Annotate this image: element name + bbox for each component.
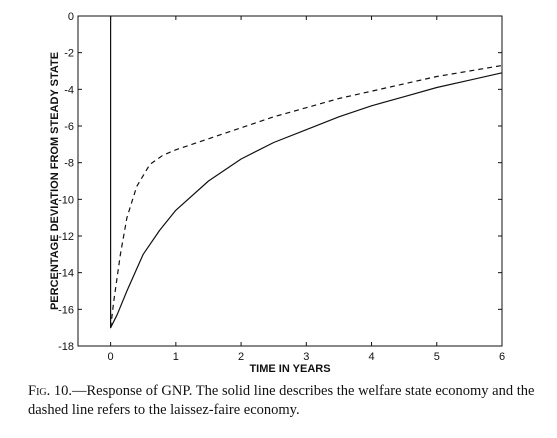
caption-text: —Response of GNP. The solid line describ… — [28, 383, 535, 418]
solid-series-line — [109, 16, 503, 329]
figure-number: Fig. 10. — [28, 383, 72, 399]
y-tick-label: -2 — [64, 48, 74, 60]
y-tick-label: -14 — [58, 268, 74, 280]
x-axis-label: TIME IN YEARS — [249, 363, 330, 375]
x-tick-label: 2 — [238, 351, 244, 363]
x-tick-label: 4 — [368, 351, 374, 363]
x-tick-label: 3 — [303, 351, 309, 363]
y-tick-label: -8 — [64, 158, 74, 170]
y-axis-label: PERCENTAGE DEVIATION FROM STEADY STATE — [49, 52, 61, 310]
y-tick-label: -18 — [58, 341, 74, 353]
y-tick-label: -16 — [58, 304, 74, 316]
plot-frame — [77, 15, 503, 347]
y-tick-label: -6 — [64, 121, 74, 133]
y-tick-label: 0 — [68, 11, 74, 23]
y-tick-label: -4 — [64, 84, 74, 96]
x-tick-label: 1 — [173, 351, 179, 363]
series-layer — [109, 16, 503, 329]
y-tick-label: -12 — [58, 231, 74, 243]
y-tick-label: -10 — [58, 194, 74, 206]
figure-caption: Fig. 10.—Response of GNP. The solid line… — [28, 382, 553, 420]
dashed-series-line — [110, 64, 503, 328]
axis-ticks: 0 1 2 3 4 5 6 0 -2 -4 -6 -8 -10 -12 -14 -16 -18 — [58, 11, 505, 363]
x-tick-label: 6 — [499, 351, 505, 363]
gnp-response-chart: 0 1 2 3 4 5 6 0 -2 -4 -6 -8 -10 -12 -14 -16 -18 TIME IN … — [49, 11, 505, 375]
x-tick-label: 5 — [434, 351, 440, 363]
x-tick-label: 0 — [108, 351, 114, 363]
